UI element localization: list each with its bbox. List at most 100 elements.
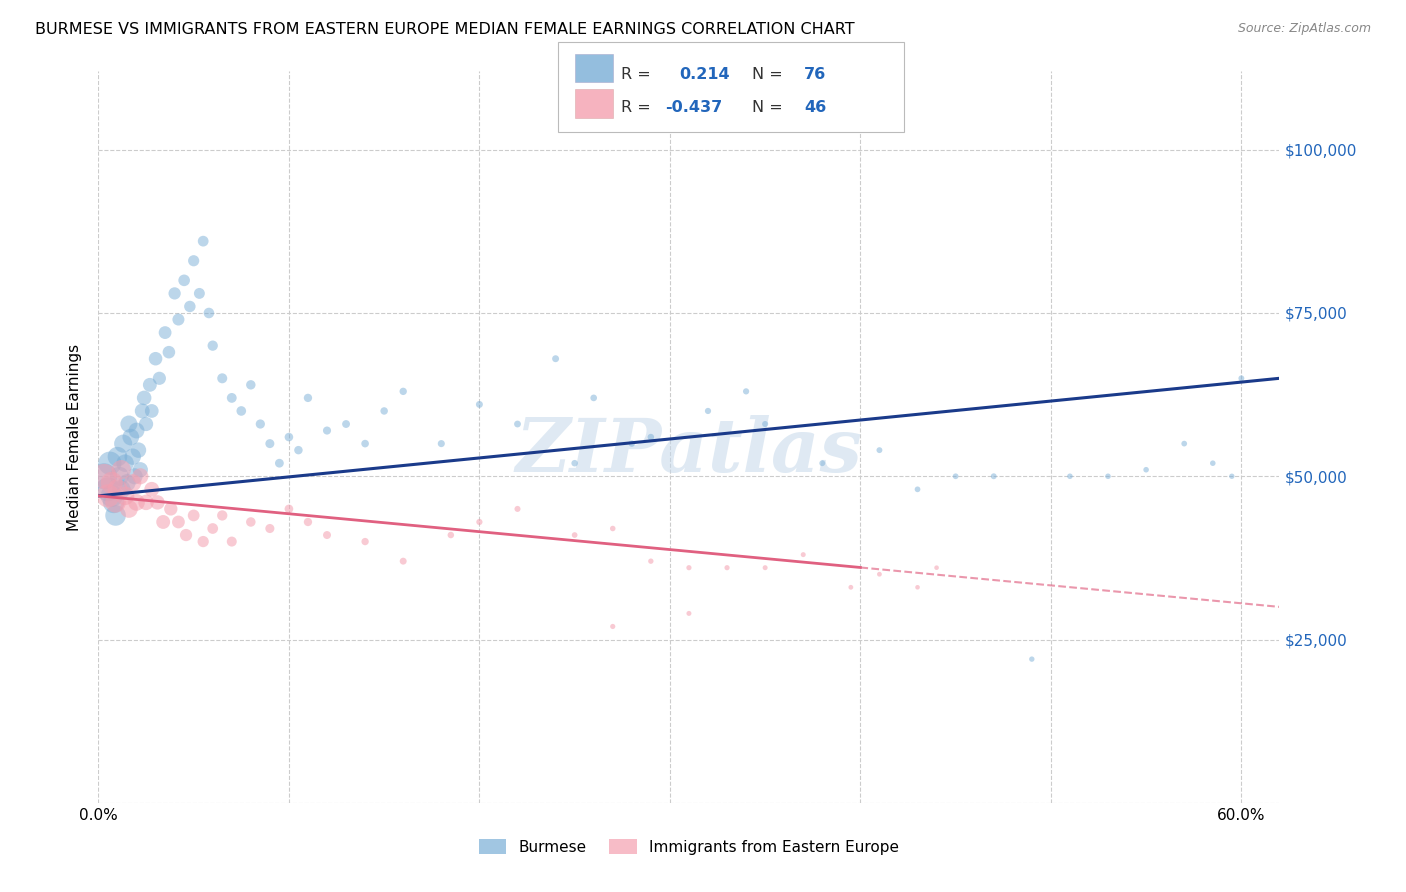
Text: R =: R = <box>621 67 651 81</box>
Point <box>868 567 890 582</box>
Point <box>211 508 233 523</box>
Point <box>201 521 224 535</box>
Point <box>115 475 138 490</box>
Point <box>198 306 221 320</box>
Point <box>582 391 605 405</box>
Point <box>153 326 176 340</box>
Point <box>201 338 224 352</box>
Point <box>135 495 157 509</box>
Point <box>112 436 135 450</box>
Point <box>104 495 127 509</box>
Point <box>97 489 120 503</box>
Point <box>811 456 834 470</box>
Point <box>131 404 153 418</box>
Point <box>152 515 174 529</box>
Text: -0.437: -0.437 <box>665 101 723 115</box>
Point <box>163 286 186 301</box>
Point <box>316 424 339 438</box>
Point <box>100 475 122 490</box>
Point <box>1173 436 1195 450</box>
Point <box>792 548 814 562</box>
Point <box>188 286 211 301</box>
Point <box>134 391 156 405</box>
Point <box>735 384 758 399</box>
Point <box>602 619 624 633</box>
Point <box>373 404 395 418</box>
Point <box>602 521 624 535</box>
Point <box>110 463 132 477</box>
Point <box>754 560 776 574</box>
Text: BURMESE VS IMMIGRANTS FROM EASTERN EUROPE MEDIAN FEMALE EARNINGS CORRELATION CHA: BURMESE VS IMMIGRANTS FROM EASTERN EUROP… <box>35 22 855 37</box>
Point <box>135 417 157 431</box>
Point <box>297 515 319 529</box>
Point <box>167 515 190 529</box>
Point <box>174 528 197 542</box>
Point <box>335 417 357 431</box>
Point <box>125 495 148 509</box>
Point <box>221 534 243 549</box>
Point <box>440 528 463 542</box>
Point <box>146 495 169 509</box>
Text: R =: R = <box>621 101 651 115</box>
Point <box>925 560 948 574</box>
Point <box>907 580 929 594</box>
Point <box>103 495 125 509</box>
Text: Source: ZipAtlas.com: Source: ZipAtlas.com <box>1237 22 1371 36</box>
Point <box>354 436 377 450</box>
Point <box>544 351 567 366</box>
Point <box>1202 456 1225 470</box>
Point <box>93 469 115 483</box>
Point <box>145 351 167 366</box>
Point <box>100 489 122 503</box>
Point <box>868 443 890 458</box>
Point <box>259 521 281 535</box>
Point <box>620 436 643 450</box>
Point <box>678 560 700 574</box>
Point <box>839 580 862 594</box>
Point <box>129 469 152 483</box>
Point <box>697 404 720 418</box>
Point <box>1220 469 1243 483</box>
Point <box>193 234 215 248</box>
Point <box>125 424 148 438</box>
Point <box>108 469 131 483</box>
Point <box>118 417 141 431</box>
Point <box>211 371 233 385</box>
Text: 46: 46 <box>804 101 827 115</box>
Point <box>277 430 299 444</box>
Point <box>107 483 129 497</box>
Text: ZIPatlas: ZIPatlas <box>516 416 862 488</box>
Point <box>430 436 453 450</box>
Point <box>1097 469 1119 483</box>
Point <box>716 560 738 574</box>
Point <box>239 515 262 529</box>
Point <box>183 508 205 523</box>
Point <box>1230 371 1253 385</box>
Point <box>141 483 163 497</box>
Point <box>114 489 136 503</box>
Point <box>640 554 662 568</box>
Point <box>139 377 162 392</box>
Point <box>231 404 253 418</box>
Point <box>678 607 700 621</box>
Point <box>183 253 205 268</box>
Point <box>121 450 143 464</box>
Point <box>93 469 115 483</box>
Point <box>1135 463 1157 477</box>
Y-axis label: Median Female Earnings: Median Female Earnings <box>67 343 83 531</box>
Point <box>118 502 141 516</box>
Point <box>124 469 146 483</box>
Point <box>354 534 377 549</box>
Point <box>104 508 127 523</box>
Text: N =: N = <box>752 67 783 81</box>
Point <box>564 456 586 470</box>
Text: 0.214: 0.214 <box>679 67 730 81</box>
Point <box>121 475 143 490</box>
Point <box>392 554 415 568</box>
Point <box>221 391 243 405</box>
Point <box>506 502 529 516</box>
Point <box>173 273 195 287</box>
Point <box>277 502 299 516</box>
Point <box>129 463 152 477</box>
Legend: Burmese, Immigrants from Eastern Europe: Burmese, Immigrants from Eastern Europe <box>472 833 905 861</box>
